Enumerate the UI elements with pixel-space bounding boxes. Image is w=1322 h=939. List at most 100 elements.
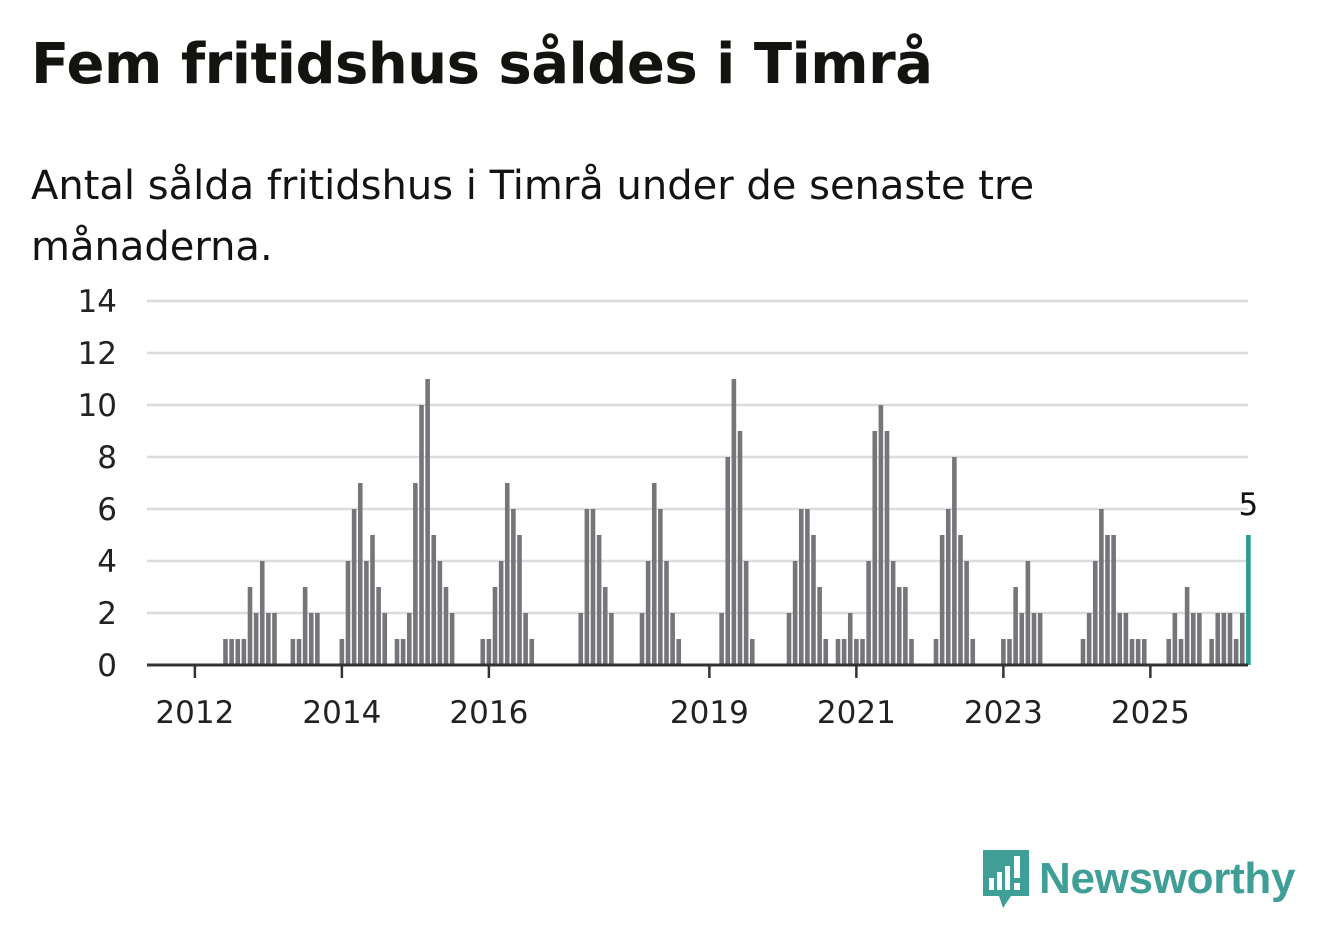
bar	[339, 639, 345, 665]
bar	[1135, 639, 1141, 665]
bar	[719, 613, 724, 665]
x-tick-label: 2014	[302, 695, 381, 731]
bar	[1184, 587, 1190, 665]
bar	[1123, 613, 1129, 665]
bar	[731, 379, 737, 665]
bar	[357, 483, 363, 665]
bar	[1117, 613, 1123, 665]
newsworthy-logo-icon	[983, 850, 1029, 908]
bar	[1141, 639, 1147, 665]
bar	[1086, 613, 1092, 665]
bar	[884, 431, 890, 665]
bar	[792, 561, 798, 665]
bar	[235, 639, 241, 665]
bar	[970, 639, 976, 665]
bar	[351, 509, 357, 665]
bar	[1215, 613, 1221, 665]
bar	[492, 587, 498, 665]
bar	[290, 639, 296, 665]
bar	[578, 613, 584, 665]
bar	[511, 509, 516, 665]
bar	[866, 561, 871, 665]
y-tick-label: 14	[78, 284, 117, 320]
bar	[676, 639, 682, 665]
bar	[266, 613, 271, 665]
bar	[1001, 639, 1006, 665]
bar	[1019, 613, 1025, 665]
bar	[835, 639, 841, 665]
bar	[1172, 613, 1178, 665]
x-tick-label: 2021	[817, 695, 896, 731]
bar	[1105, 535, 1110, 665]
bar	[737, 431, 743, 665]
bar	[749, 639, 755, 665]
x-tick-label: 2023	[964, 695, 1043, 731]
bar	[811, 535, 816, 665]
bar	[651, 483, 657, 665]
y-tick-label: 10	[78, 388, 117, 424]
brand-logo: Newsworthy	[981, 848, 1295, 910]
bar	[903, 587, 908, 665]
bar	[382, 613, 388, 665]
bar	[498, 561, 504, 665]
bar	[805, 509, 810, 665]
bar	[241, 639, 247, 665]
bar	[847, 613, 853, 665]
bar	[1190, 613, 1196, 665]
bar	[400, 639, 406, 665]
bar	[964, 561, 969, 665]
bar	[878, 405, 884, 665]
bar	[584, 509, 590, 665]
y-tick-label: 4	[97, 544, 117, 580]
bar	[419, 405, 424, 665]
bar	[743, 561, 749, 665]
bar	[1209, 639, 1214, 665]
bar	[1037, 613, 1043, 665]
gridlines	[147, 299, 1248, 615]
y-tick-label: 0	[97, 648, 117, 684]
brand-name: Newsworthy	[1039, 854, 1296, 903]
bar	[725, 457, 731, 665]
bar	[259, 561, 265, 665]
last-value-label: 5	[1239, 487, 1259, 523]
bar	[486, 639, 492, 665]
bar	[308, 613, 314, 665]
bar	[890, 561, 896, 665]
bar	[1227, 613, 1233, 665]
annotations: 5	[1239, 487, 1259, 523]
chart-subtitle: Antal sålda fritidshus i Timrå under de …	[31, 163, 1035, 270]
bar	[302, 587, 308, 665]
bar	[823, 639, 829, 665]
bar	[602, 587, 608, 665]
bar	[480, 639, 486, 665]
bar	[517, 535, 522, 665]
bar	[639, 613, 645, 665]
bar	[933, 639, 939, 665]
bar	[504, 483, 510, 665]
bar	[443, 587, 449, 665]
bar	[798, 509, 804, 665]
highlight-bar	[1246, 535, 1251, 665]
bar	[664, 561, 669, 665]
bar	[952, 457, 957, 665]
bar	[1239, 613, 1245, 665]
bar	[1031, 613, 1037, 665]
y-tick-label: 8	[97, 440, 117, 476]
bar	[247, 587, 253, 665]
bar	[376, 587, 381, 665]
bar	[1025, 561, 1031, 665]
bar	[431, 535, 437, 665]
x-tick-label: 2019	[670, 695, 749, 731]
bar	[1221, 613, 1227, 665]
x-tick-label: 2012	[155, 695, 234, 731]
bar	[1080, 639, 1086, 665]
bar	[523, 613, 528, 665]
bar	[1129, 639, 1135, 665]
bar	[529, 639, 535, 665]
bar	[909, 639, 914, 665]
bar	[253, 613, 259, 665]
bar	[1111, 535, 1116, 665]
y-tick-label: 2	[97, 596, 117, 632]
bar	[272, 613, 277, 665]
